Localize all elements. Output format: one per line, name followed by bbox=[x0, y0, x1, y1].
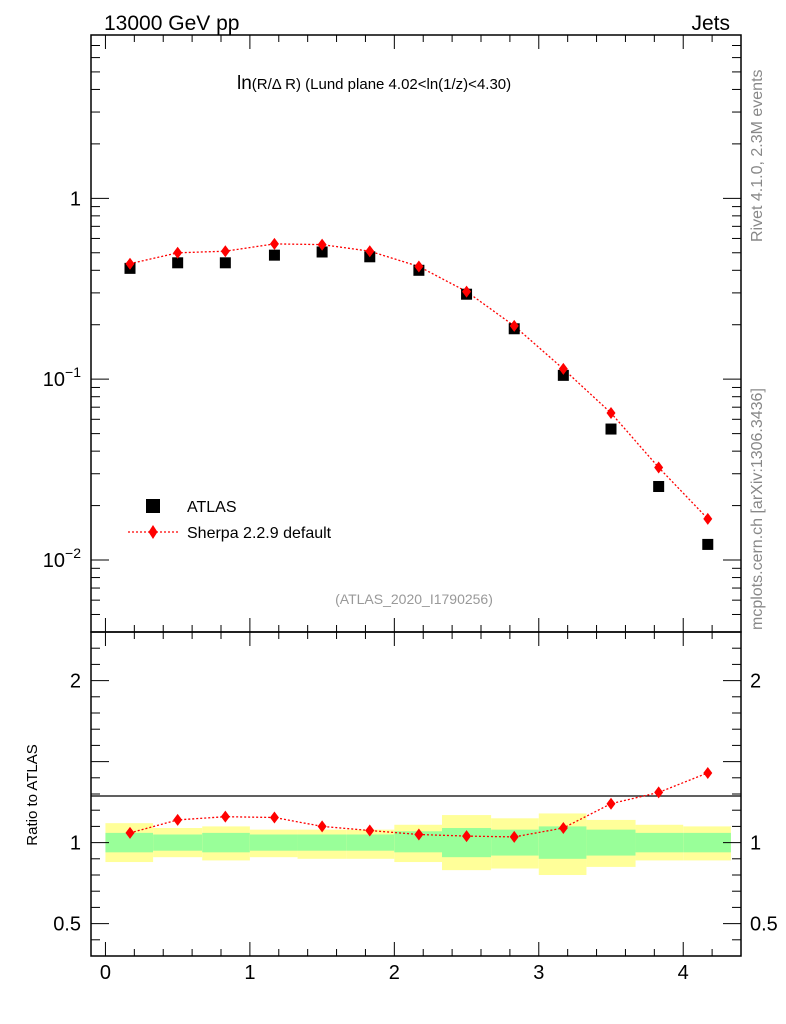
mc-point bbox=[317, 238, 327, 251]
data-point bbox=[268, 249, 280, 261]
ratio-mc-point bbox=[414, 828, 424, 841]
ratio-mc-point bbox=[269, 811, 279, 824]
ratio-mc-point bbox=[220, 810, 230, 823]
mc-point bbox=[414, 260, 424, 273]
ratio-plot-frame bbox=[90, 631, 742, 957]
main-y-tick-label: 1 bbox=[70, 188, 81, 210]
ratio-y-tick-label-left: 1 bbox=[70, 833, 81, 855]
ratio-series-layer bbox=[125, 766, 713, 843]
tick-exponent: −1 bbox=[65, 364, 81, 380]
mc-point bbox=[173, 246, 183, 259]
tick-exponent: −2 bbox=[65, 545, 81, 561]
ratio-uncertainty-bands bbox=[105, 813, 731, 875]
data-point bbox=[557, 369, 569, 381]
legend-data-label: ATLAS bbox=[187, 499, 237, 516]
x-tick-label: 1 bbox=[244, 962, 255, 984]
ratio-y-tick-label-right: 0.5 bbox=[750, 914, 778, 936]
x-tick-label: 2 bbox=[389, 962, 400, 984]
header-right-title: Jets bbox=[691, 12, 730, 35]
data-point bbox=[653, 481, 665, 493]
ratio-y-tick-label-right: 2 bbox=[750, 671, 761, 693]
legend-mc-marker bbox=[148, 525, 158, 539]
data-point bbox=[172, 257, 184, 269]
mc-point bbox=[558, 362, 568, 375]
band-inner bbox=[586, 829, 636, 856]
mc-point bbox=[509, 319, 519, 332]
band-inner bbox=[683, 832, 731, 853]
data-point bbox=[702, 538, 714, 550]
ratio-mc-point bbox=[654, 786, 664, 799]
band-inner bbox=[153, 834, 203, 851]
main-plot-frame bbox=[90, 34, 742, 633]
main-y-tick-labels: 110−110−2 bbox=[43, 188, 81, 572]
mc-point bbox=[654, 461, 664, 474]
main-series-layer bbox=[124, 237, 714, 550]
data-point bbox=[219, 257, 231, 269]
x-tick-label: 0 bbox=[100, 962, 111, 984]
band-inner bbox=[635, 832, 684, 853]
band-inner bbox=[346, 834, 395, 851]
header-left-title: 13000 GeV pp bbox=[104, 12, 239, 35]
ratio-mc-point bbox=[509, 830, 519, 843]
mc-point bbox=[462, 285, 472, 298]
ratio-y-tick-labels: 0.5 0.5 1 1 2 2 bbox=[53, 671, 778, 936]
ratio-x-tick-labels: 0 1 2 3 4 bbox=[100, 962, 689, 984]
plot-title: ln(R/Δ R) (Lund plane 4.02<ln(1/z)<4.30) bbox=[237, 73, 511, 94]
mcplots-label: mcplots.cern.ch [arXiv:1306.3436] bbox=[749, 388, 766, 630]
mc-point bbox=[703, 512, 713, 525]
band-inner bbox=[297, 834, 347, 851]
mc-point bbox=[606, 407, 616, 420]
ratio-mc-point bbox=[558, 822, 568, 835]
rivet-version-label: Rivet 4.1.0, 2.3M events bbox=[749, 69, 766, 242]
tick-base: 10 bbox=[43, 550, 65, 572]
band-inner bbox=[105, 832, 154, 853]
plot-title-prefix: ln bbox=[237, 73, 252, 94]
mc-point bbox=[220, 245, 230, 258]
data-point bbox=[316, 246, 328, 258]
ratio-mc-point bbox=[703, 766, 713, 779]
ratio-mc-point bbox=[173, 813, 183, 826]
x-tick-label: 4 bbox=[678, 962, 689, 984]
ratio-axis-ticks bbox=[91, 631, 742, 957]
plot-title-paren: (R/Δ R) bbox=[252, 76, 301, 93]
legend-mc-label: Sherpa 2.2.9 default bbox=[187, 525, 332, 542]
data-point bbox=[605, 423, 617, 435]
main-axis-ticks bbox=[91, 34, 742, 633]
legend-data-marker bbox=[146, 499, 160, 513]
ratio-y-axis-label: Ratio to ATLAS bbox=[24, 744, 41, 845]
ratio-mc-point bbox=[365, 824, 375, 837]
ratio-y-tick-label-left: 0.5 bbox=[53, 914, 81, 936]
ratio-mc-point bbox=[125, 826, 135, 839]
mc-curve bbox=[129, 243, 709, 520]
band-inner bbox=[202, 832, 250, 853]
ratio-y-tick-label-left: 2 bbox=[70, 671, 81, 693]
main-y-tick-label: 10−2 bbox=[43, 545, 81, 572]
mc-point bbox=[365, 245, 375, 258]
ratio-mc-point bbox=[317, 820, 327, 833]
band-inner bbox=[249, 834, 298, 851]
band-inner bbox=[394, 831, 442, 853]
mc-point bbox=[125, 257, 135, 270]
x-tick-label: 3 bbox=[533, 962, 544, 984]
mc-point bbox=[269, 237, 279, 250]
ratio-mc-point bbox=[462, 830, 472, 843]
main-y-tick-label: 10−1 bbox=[43, 364, 81, 391]
plot-title-rest: (Lund plane 4.02<ln(1/z)<4.30) bbox=[301, 76, 511, 93]
analysis-id: (ATLAS_2020_I1790256) bbox=[335, 591, 493, 607]
tick-base: 10 bbox=[43, 369, 65, 391]
ratio-y-tick-label-right: 1 bbox=[750, 833, 761, 855]
ratio-mc-point bbox=[606, 797, 616, 810]
